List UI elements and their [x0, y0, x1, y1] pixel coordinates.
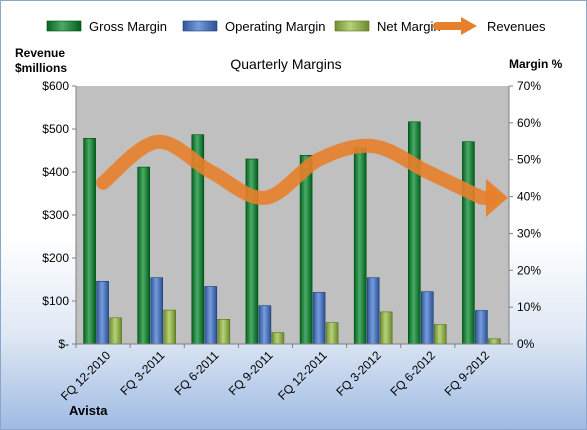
left-tick-label-6: $600: [42, 79, 69, 93]
x-tick-label-1: FQ 3-2011: [117, 348, 167, 398]
left-tick-label-5: $500: [42, 122, 69, 136]
revenue-arrowhead: [485, 178, 508, 217]
right-tick-label-6: 60%: [517, 116, 541, 130]
legend-label-gross-margin: Gross Margin: [89, 19, 167, 34]
x-tick-label-2: FQ 6-2011: [172, 348, 222, 398]
bar-net-margin-2: [217, 318, 231, 345]
revenue-line: [96, 134, 497, 205]
bar-net-margin-6: [433, 324, 447, 345]
bar-gross-margin-0: [83, 138, 96, 345]
left-tick-label-3: $300: [42, 208, 69, 222]
bar-gross-margin-4: [299, 155, 313, 345]
bar-operating-margin-2: [204, 286, 218, 345]
left-axis-label-line2: $millions: [15, 61, 67, 75]
right-tick-label-3: 30%: [517, 226, 541, 240]
left-axis-label-line1: Revenue: [15, 46, 65, 60]
legend-label-operating-margin: Operating Margin: [225, 19, 325, 34]
bar-gross-margin-1: [137, 166, 150, 345]
x-tick-label-7: FQ 9-2012: [442, 348, 493, 399]
right-tick-label-1: 10%: [517, 300, 541, 314]
revenue-line-group: [96, 134, 508, 217]
left-tick-label-1: $100: [42, 294, 69, 308]
bar-operating-margin-4: [312, 292, 326, 345]
legend: Gross Margin Operating Margin Net Margin Re…: [46, 17, 546, 35]
x-tick-label-3: FQ 9-2011: [226, 348, 276, 398]
right-tick-label-5: 50%: [517, 153, 541, 167]
bar-operating-margin-6: [420, 291, 434, 345]
legend-swatch-net-margin: [334, 20, 370, 32]
right-axis-label: Margin %: [509, 57, 563, 71]
bar-gross-margin-7: [462, 141, 475, 345]
legend-arrow-revenues: [461, 17, 477, 35]
bar-operating-margin-5: [366, 277, 380, 345]
right-tick-label-4: 40%: [517, 190, 541, 204]
bar-gross-margin-5: [353, 147, 367, 345]
brand-label: Avista: [69, 403, 108, 418]
right-tick-label-7: 70%: [517, 79, 541, 93]
x-tick-label-0: FQ 12-2010: [58, 348, 113, 403]
chart-title: Quarterly Margins: [230, 56, 341, 72]
bar-operating-margin-0: [96, 280, 109, 345]
x-tick-label-6: FQ 6-2012: [387, 348, 438, 399]
bar-operating-margin-7: [475, 310, 488, 345]
left-tick-label-2: $200: [42, 251, 69, 265]
right-tick-label-0: 0%: [517, 337, 535, 351]
bar-net-margin-0: [109, 317, 122, 345]
bar-net-margin-7: [488, 338, 501, 345]
bar-net-margin-5: [379, 311, 393, 345]
right-tick-label-2: 20%: [517, 263, 541, 277]
bar-net-margin-1: [163, 309, 176, 345]
x-tick-label-4: FQ 12-2011: [275, 348, 330, 403]
bar-operating-margin-1: [150, 277, 163, 345]
left-tick-label-0: $-: [58, 337, 69, 351]
bar-net-margin-4: [325, 322, 339, 345]
bar-operating-margin-3: [258, 305, 272, 345]
legend-label-revenues: Revenues: [487, 19, 546, 34]
bar-net-margin-3: [271, 332, 285, 345]
left-tick-label-4: $400: [42, 165, 69, 179]
legend-label-net-margin: Net Margin: [377, 19, 441, 34]
legend-swatch-gross-margin: [46, 20, 82, 32]
x-tick-label-5: FQ 3-2012: [333, 348, 384, 399]
legend-swatch-operating-margin: [182, 20, 218, 32]
